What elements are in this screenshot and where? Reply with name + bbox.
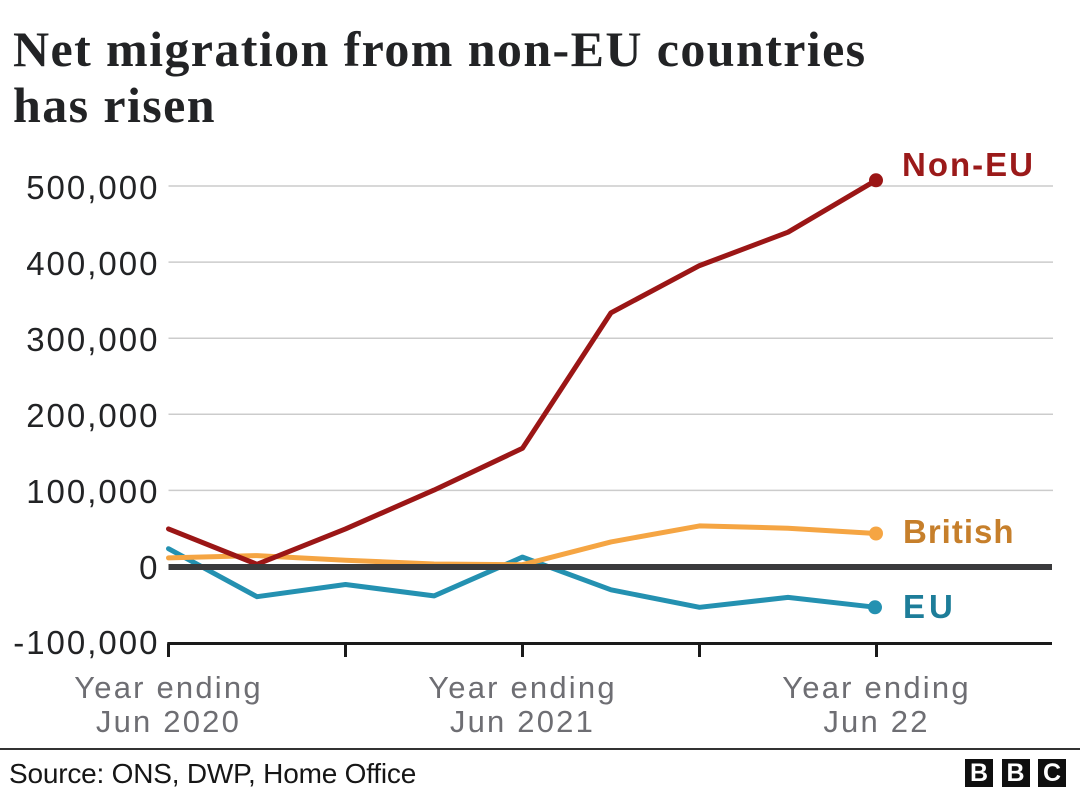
svg-text:Non-EU: Non-EU [902, 146, 1035, 183]
svg-text:Jun 2020: Jun 2020 [96, 704, 241, 739]
svg-text:200,000: 200,000 [26, 397, 159, 434]
svg-text:Year ending: Year ending [428, 670, 617, 705]
svg-text:100,000: 100,000 [26, 473, 159, 510]
svg-text:Jun 22: Jun 22 [823, 704, 929, 739]
svg-text:Year ending: Year ending [782, 670, 971, 705]
svg-text:-100,000: -100,000 [13, 624, 159, 661]
svg-text:Year ending: Year ending [74, 670, 263, 705]
svg-text:500,000: 500,000 [26, 169, 159, 206]
svg-text:400,000: 400,000 [26, 245, 159, 282]
svg-text:300,000: 300,000 [26, 321, 159, 358]
svg-text:EU: EU [903, 588, 957, 625]
svg-text:Jun 2021: Jun 2021 [450, 704, 595, 739]
svg-text:British: British [903, 513, 1015, 550]
svg-text:0: 0 [139, 549, 159, 586]
